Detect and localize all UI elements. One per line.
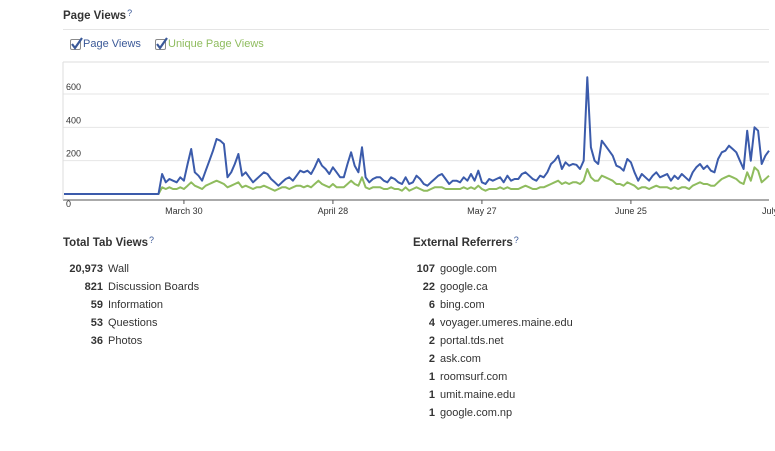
list-item: 107 google.com xyxy=(413,262,497,277)
list-item-count: 53 xyxy=(90,317,103,329)
list-item-count: 36 xyxy=(90,335,103,347)
external-referrers-title-text: External Referrers xyxy=(413,237,513,249)
y-tick-label: 0 xyxy=(66,199,71,209)
list-item-label: Wall xyxy=(108,263,129,275)
list-item-label: ask.com xyxy=(440,353,481,365)
series-line-unique-page-views xyxy=(64,166,770,195)
x-tick-label: April 28 xyxy=(318,206,349,216)
list-item: 1 roomsurf.com xyxy=(413,370,507,385)
unique-page-views-checkbox[interactable] xyxy=(155,36,168,50)
list-item: 4 voyager.umeres.maine.edu xyxy=(413,316,573,331)
page-views-title: Page Views? xyxy=(63,8,133,22)
list-item-label: umit.maine.edu xyxy=(440,389,516,401)
list-item: 59 Information xyxy=(63,298,163,313)
legend-page-views[interactable]: Page Views xyxy=(70,36,141,50)
list-item-label: Information xyxy=(108,299,164,311)
list-item-count: 59 xyxy=(90,299,103,311)
list-item-label: voyager.umeres.maine.edu xyxy=(440,317,573,329)
page-views-checkbox[interactable] xyxy=(70,36,83,50)
x-tick-label: July 24 xyxy=(762,206,775,216)
list-item: 1 umit.maine.edu xyxy=(413,388,515,403)
list-item: 20,973 Wall xyxy=(63,262,129,277)
list-item-count: 1 xyxy=(428,407,435,419)
list-item-count: 2 xyxy=(428,335,435,347)
x-tick-label: June 25 xyxy=(615,206,647,216)
page-views-legend-label: Page Views xyxy=(83,38,141,50)
list-item-count: 6 xyxy=(428,299,435,311)
list-item-count: 22 xyxy=(422,281,435,293)
list-item-count: 20,973 xyxy=(69,263,103,275)
x-tick-label: May 27 xyxy=(467,206,497,216)
list-item-count: 821 xyxy=(84,281,103,293)
legend-unique-page-views[interactable]: Unique Page Views xyxy=(155,36,264,50)
y-tick-label: 400 xyxy=(66,115,81,125)
list-item: 6 bing.com xyxy=(413,298,485,313)
list-item: 2 portal.tds.net xyxy=(413,334,504,349)
list-item: 22 google.ca xyxy=(413,280,488,295)
list-item-label: Questions xyxy=(108,317,158,329)
total-tab-views-help-icon[interactable]: ? xyxy=(149,235,155,245)
list-item: 36 Photos xyxy=(63,334,143,349)
y-tick-label: 200 xyxy=(66,149,81,159)
list-item: 2 ask.com xyxy=(413,352,481,367)
total-tab-views-title: Total Tab Views? xyxy=(63,235,155,249)
list-item-count: 2 xyxy=(428,353,435,365)
page-views-chart: 0 200 400 600 March 30 April 28 May 27 June 25 J… xyxy=(62,61,775,216)
page-views-help-icon[interactable]: ? xyxy=(127,8,133,18)
list-item: 53 Questions xyxy=(63,316,158,331)
list-item-label: bing.com xyxy=(440,299,485,311)
list-item-label: Photos xyxy=(108,335,143,347)
list-item: 1 google.com.np xyxy=(413,406,512,421)
title-divider xyxy=(63,29,769,30)
list-item-label: google.com.np xyxy=(440,407,513,419)
list-item: 821 Discussion Boards xyxy=(63,280,199,295)
checkmark-icon xyxy=(156,36,168,50)
unique-page-views-legend-label: Unique Page Views xyxy=(168,38,264,50)
list-item-count: 1 xyxy=(428,371,435,383)
external-referrers-title: External Referrers? xyxy=(413,235,519,249)
list-item-label: roomsurf.com xyxy=(440,371,508,383)
list-item-label: portal.tds.net xyxy=(440,335,504,347)
total-tab-views-title-text: Total Tab Views xyxy=(63,237,148,249)
list-item-label: google.com xyxy=(440,263,497,275)
checkmark-icon xyxy=(71,36,83,50)
external-referrers-help-icon[interactable]: ? xyxy=(513,235,519,245)
list-item-label: google.ca xyxy=(440,281,488,293)
page-views-title-text: Page Views xyxy=(63,10,127,22)
list-item-count: 4 xyxy=(428,317,435,329)
series-line-page-views xyxy=(64,76,770,195)
y-tick-label: 600 xyxy=(66,82,81,92)
list-item-count: 107 xyxy=(416,263,435,275)
list-item-count: 1 xyxy=(428,389,435,401)
list-item-label: Discussion Boards xyxy=(108,281,200,293)
x-tick-label: March 30 xyxy=(165,206,203,216)
